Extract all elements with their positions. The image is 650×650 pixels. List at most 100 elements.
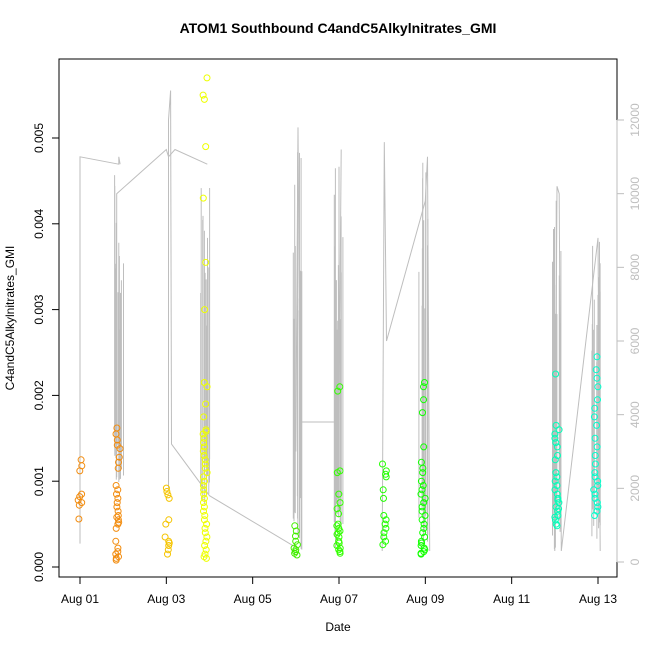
point-series-7-19: [420, 524, 428, 532]
point-series-2-3: [165, 494, 173, 502]
point-series-3-19: [201, 456, 209, 464]
point-series-7-0: [421, 379, 428, 386]
point-series-3-29: [200, 499, 207, 507]
point-series-9-16: [590, 486, 598, 494]
point-series-3-5: [202, 258, 210, 266]
point-series-9-4: [594, 396, 601, 404]
point-series-7-20: [419, 529, 427, 537]
point-series-7-11: [417, 490, 425, 498]
point-series-3-20: [201, 460, 209, 468]
chart-title: ATOM1 Southbound C4andC5Alkylnitrates_GM…: [180, 20, 497, 36]
point-series-8-7: [554, 452, 561, 459]
point-series-1-27: [112, 556, 120, 564]
point-series-7-10: [418, 486, 426, 494]
point-series-6-11: [380, 533, 388, 541]
point-series-0-7: [75, 501, 83, 509]
point-series-3-34: [203, 520, 211, 528]
right-y-tick-label-0: 0: [628, 558, 642, 565]
point-series-3-6: [201, 306, 209, 314]
point-series-1-13: [113, 503, 121, 511]
point-series-6-4: [379, 486, 387, 494]
point-series-9-17: [591, 490, 599, 498]
point-series-9-19: [593, 499, 601, 507]
point-series-7-3: [419, 409, 426, 417]
point-series-5-3: [333, 469, 341, 477]
point-series-4-5: [290, 544, 298, 552]
point-series-2-11: [164, 550, 171, 558]
point-series-9-22: [591, 512, 599, 519]
point-series-3-38: [202, 537, 210, 545]
point-series-9-7: [593, 421, 601, 429]
point-series-3-13: [199, 430, 207, 438]
x-tick-label-0: Aug 01: [61, 592, 99, 606]
altitude-lines: [79, 90, 601, 552]
point-series-9-12: [591, 469, 599, 477]
point-series-1-4: [116, 445, 124, 453]
point-series-7-17: [418, 516, 426, 524]
point-series-2-10: [164, 546, 172, 554]
point-series-3-33: [200, 516, 208, 524]
y-tick-label-0: 0.000: [32, 552, 46, 582]
point-series-3-25: [199, 482, 207, 489]
point-series-8-2: [555, 426, 563, 434]
point-series-1-10: [113, 490, 120, 498]
altitude-profile-3: [333, 166, 344, 548]
point-series-5-12: [334, 529, 342, 537]
right-y-tick-label-3: 6000: [628, 327, 642, 354]
altitude-line-0: [79, 156, 121, 544]
point-series-1-2: [113, 436, 121, 444]
point-series-5-7: [335, 510, 343, 518]
point-series-9-9: [593, 443, 601, 451]
y-tick-label-5: 0.005: [32, 123, 46, 153]
point-series-1-19: [114, 520, 122, 528]
point-series-4-1: [292, 527, 300, 535]
point-series-3-40: [202, 546, 210, 554]
point-series-6-0: [379, 460, 386, 468]
point-series-0-2: [76, 467, 84, 475]
point-series-3-14: [200, 434, 208, 442]
point-series-2-2: [164, 491, 172, 499]
y-tick-label-2: 0.002: [32, 380, 46, 410]
point-series-6-10: [380, 529, 388, 537]
point-series-7-2: [420, 396, 428, 404]
point-series-0-8: [75, 515, 83, 523]
point-series-3-39: [201, 542, 209, 549]
point-series-3-30: [200, 503, 208, 511]
x-tick-label-1: Aug 03: [147, 592, 185, 606]
point-series-1-22: [114, 544, 122, 552]
point-series-7-14: [418, 503, 426, 511]
point-series-8-12: [553, 482, 561, 489]
point-series-9-1: [592, 366, 600, 374]
altitude-profile-4: [418, 162, 429, 543]
point-series-4-9: [293, 551, 301, 559]
point-series-8-8: [551, 456, 559, 464]
right-y-tick-label-2: 4000: [628, 401, 642, 428]
point-series-5-6: [333, 505, 341, 513]
point-series-9-11: [591, 460, 599, 468]
point-series-5-19: [335, 546, 343, 554]
x-axis: Aug 01 Aug 03 Aug 05 Aug 07 Aug 09 Aug 11 Aug …: [61, 576, 617, 606]
point-series-3-31: [200, 507, 207, 515]
point-series-3-3: [202, 143, 210, 151]
right-y-tick-label-6: 12000: [628, 103, 642, 137]
point-series-7-13: [420, 499, 428, 507]
point-series-1-21: [112, 537, 120, 545]
point-series-8-5: [552, 439, 560, 447]
point-series-3-9: [202, 400, 210, 408]
point-series-9-6: [590, 413, 598, 421]
data-points: [74, 74, 602, 564]
point-series-7-18: [420, 520, 428, 528]
point-series-9-8: [591, 434, 599, 442]
point-series-3-28: [200, 494, 208, 502]
point-series-6-7: [382, 516, 390, 524]
point-series-5-0: [336, 383, 344, 391]
point-series-3-21: [201, 464, 209, 472]
point-series-5-5: [336, 499, 344, 507]
point-series-7-7: [419, 469, 427, 477]
point-series-5-4: [335, 490, 343, 498]
point-series-6-9: [382, 524, 390, 532]
point-series-7-29: [417, 550, 425, 558]
point-series-3-15: [200, 439, 208, 447]
altitude-profile-6: [591, 241, 601, 539]
point-series-8-11: [551, 477, 559, 485]
